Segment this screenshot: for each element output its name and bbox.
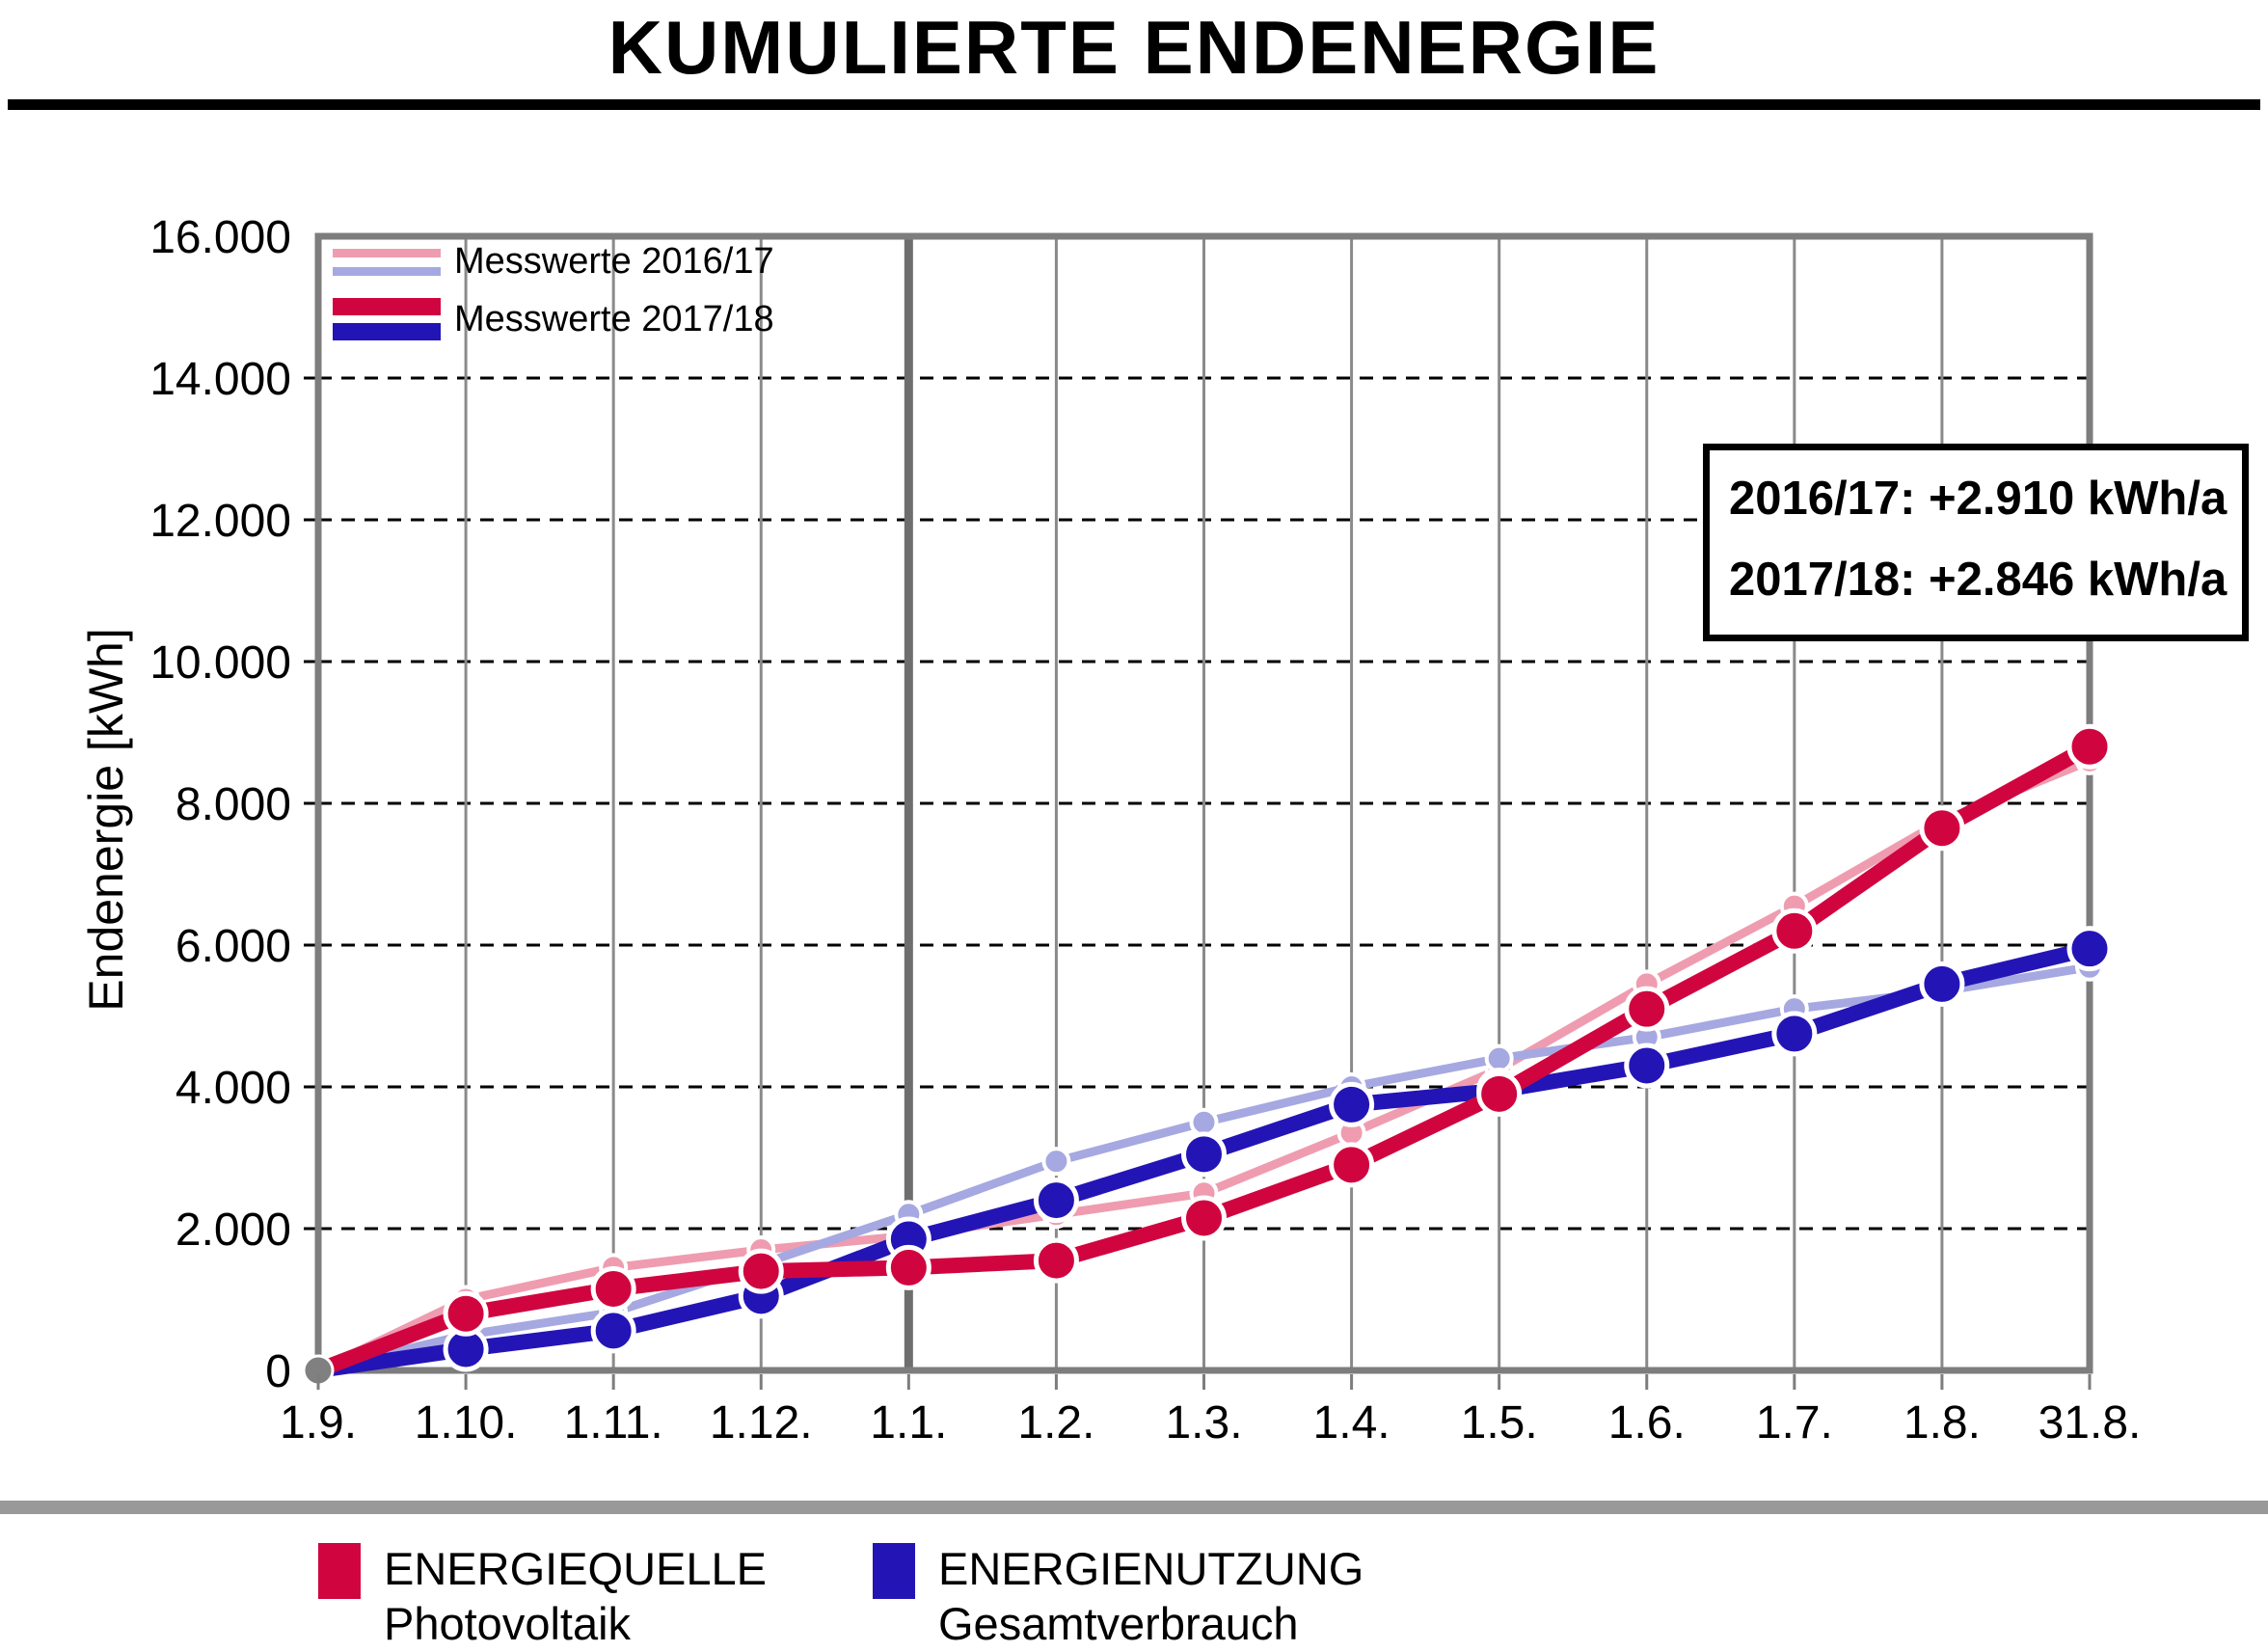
- bottom-legend-energiequelle: ENERGIEQUELLE Photovoltaik: [318, 1541, 767, 1652]
- annotation-line-2016-17: 2016/17: +2.910 kWh/a: [1729, 473, 2228, 525]
- x-tick-label: 1.7.: [1756, 1397, 1833, 1449]
- y-tick-label: 10.000: [149, 637, 291, 689]
- x-tick-label: 1.9.: [280, 1397, 357, 1449]
- data-point-pv-2017-18-31.8.: [2066, 723, 2113, 770]
- plot-legend-row-2016-17: Messwerte 2016/17: [333, 241, 774, 283]
- y-tick-label: 6.000: [176, 921, 291, 972]
- bottom-legend-energienutzung: ENERGIENUTZUNG Gesamtverbrauch: [873, 1541, 1364, 1652]
- x-tick-label: 1.6.: [1608, 1397, 1686, 1449]
- data-point-verbrauch-2017-18-1.2.: [1033, 1178, 1079, 1224]
- plot-legend-label-2016-17: Messwerte 2016/17: [454, 241, 774, 282]
- y-tick-label: 4.000: [176, 1063, 291, 1114]
- annotation-line-2017-18: 2017/18: +2.846 kWh/a: [1729, 554, 2228, 607]
- plot-legend-label-2017-18: Messwerte 2017/18: [454, 298, 774, 339]
- data-point-pv-2017-18-1.8.: [1919, 805, 1965, 852]
- data-point-verbrauch-2017-18-31.8.: [2066, 926, 2113, 972]
- legend-line-verbrauch-2017-18-icon: [333, 323, 441, 340]
- bottom-legend-subtitle: Photovoltaik: [384, 1598, 632, 1650]
- data-point-pv-2017-18-1.12.: [738, 1248, 784, 1294]
- y-tick-label: 12.000: [149, 496, 291, 547]
- x-tick-label: 31.8.: [2038, 1397, 2142, 1449]
- x-tick-label: 1.1.: [870, 1397, 947, 1449]
- data-point-pv-2017-18-1.4.: [1329, 1142, 1375, 1188]
- x-tick-label: 1.10.: [415, 1397, 518, 1449]
- legend-swatch-pair-2017-18: [333, 294, 441, 344]
- legend-line-pv-2016-17-icon: [333, 248, 441, 257]
- plot-legend-row-2017-18: Messwerte 2017/18: [333, 294, 774, 344]
- x-tick-label: 1.11.: [564, 1397, 663, 1449]
- data-point-verbrauch-2017-18-1.8.: [1919, 961, 1965, 1007]
- data-point-pv-2017-18-1.10.: [443, 1290, 489, 1337]
- chart-svg: 1.9. 1.10. 1.11. 1.12. 1.1. 1.2. 1.3. 1.4. 1.5. 1…: [149, 212, 2142, 1449]
- data-point-verbrauch-2017-18-1.11.: [590, 1308, 636, 1354]
- data-point-pv-2017-18-1.2.: [1033, 1237, 1079, 1284]
- data-point-verbrauch-2017-18-1.3.: [1181, 1131, 1227, 1178]
- y-tick-label: 16.000: [149, 212, 291, 263]
- legend-line-pv-2017-18-icon: [333, 298, 441, 315]
- bottom-divider: [0, 1501, 2268, 1514]
- legend-line-verbrauch-2016-17-icon: [333, 266, 441, 276]
- y-tick-label: 2.000: [176, 1205, 291, 1256]
- data-point-verbrauch-2017-18-1.4.: [1329, 1081, 1375, 1127]
- y-tick-label: 8.000: [176, 779, 291, 830]
- plot-frame: [314, 232, 2093, 1374]
- bottom-legend-subtitle: Gesamtverbrauch: [938, 1598, 1299, 1650]
- y-tick-label: 0: [265, 1346, 291, 1397]
- legend-swatch-pair-2016-17: [333, 244, 441, 281]
- data-point-pv-2017-18-1.11.: [590, 1265, 636, 1312]
- x-tick-label: 1.8.: [1904, 1397, 1981, 1449]
- page-title: KUMULIERTE ENDENERGIE: [608, 5, 1660, 90]
- bottom-legend-title: ENERGIEQUELLE: [384, 1543, 768, 1594]
- annual-balance-annotation: 2016/17: +2.910 kWh/a 2017/18: +2.846 kW…: [1703, 444, 2249, 641]
- data-point-pv-2017-18-1.3.: [1181, 1195, 1227, 1241]
- y-tick-label: 14.000: [149, 354, 291, 405]
- data-point-pv-2017-18-1.1.: [885, 1244, 932, 1290]
- title-rule: [8, 99, 2260, 110]
- x-tick-label: 1.3.: [1165, 1397, 1242, 1449]
- data-point-pv-2017-18-1.6.: [1624, 986, 1670, 1032]
- x-tick-label: 1.2.: [1017, 1397, 1094, 1449]
- energienutzung-color-patch-icon: [873, 1543, 915, 1599]
- x-tick-label: 1.4.: [1313, 1397, 1390, 1449]
- data-point-verbrauch-2016-17-1.5.: [1484, 1043, 1514, 1073]
- y-axis-title: Endenergie [kWh]: [79, 628, 133, 1012]
- bottom-legend-title: ENERGIENUTZUNG: [938, 1543, 1364, 1594]
- data-point-verbrauch-2017-18-1.6.: [1624, 1043, 1670, 1089]
- data-point-verbrauch-2016-17-1.2.: [1041, 1147, 1071, 1177]
- energiequelle-color-patch-icon: [318, 1543, 361, 1599]
- data-point-pv-2017-18-1.7.: [1771, 907, 1818, 954]
- data-point-verbrauch-2017-18-1.7.: [1771, 1011, 1818, 1057]
- data-point-verbrauch-2016-17-1.3.: [1189, 1107, 1219, 1137]
- x-tick-label: 1.12.: [710, 1397, 813, 1449]
- data-point-pv-2017-18-1.5.: [1476, 1070, 1523, 1117]
- x-tick-label: 1.5.: [1461, 1397, 1538, 1449]
- plot-legend: Messwerte 2016/17 Messwerte 2017/18: [333, 241, 774, 356]
